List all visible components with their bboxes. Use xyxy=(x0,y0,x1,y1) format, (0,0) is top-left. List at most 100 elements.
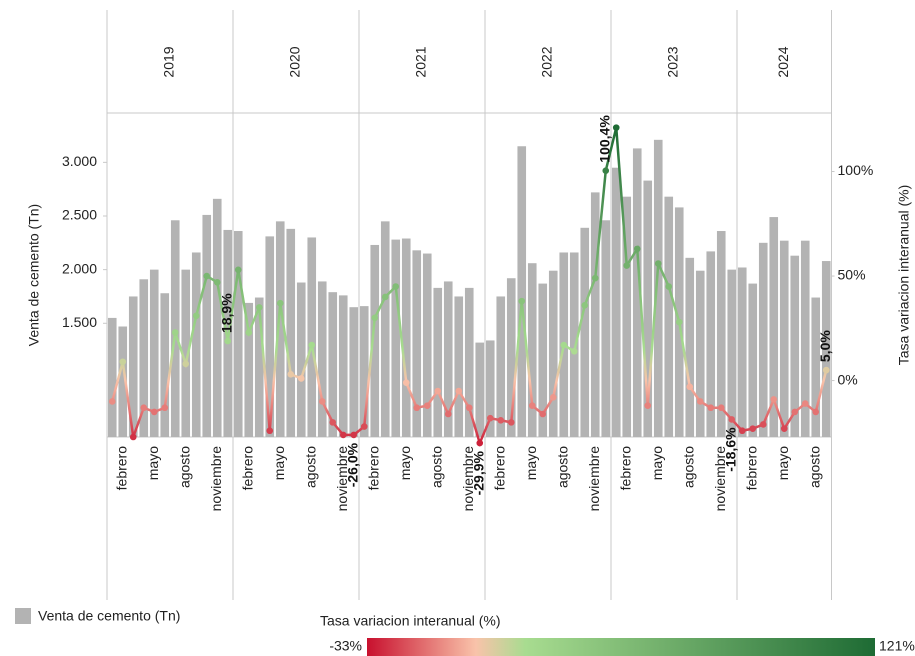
y-tick-label: 3.000 xyxy=(62,153,97,169)
color-scale-bar xyxy=(367,638,875,656)
rate-point xyxy=(633,245,641,253)
bar xyxy=(181,269,191,437)
year-label: 2024 xyxy=(775,46,791,77)
rate-point xyxy=(266,427,274,435)
bar xyxy=(517,146,527,437)
rate-point xyxy=(560,341,568,349)
bar xyxy=(580,227,590,437)
rate-point xyxy=(402,379,410,386)
bar xyxy=(685,257,695,437)
rate-point xyxy=(192,312,200,320)
y-tick-label: 1.500 xyxy=(62,314,97,330)
rate-point xyxy=(381,293,389,301)
bar xyxy=(412,250,422,437)
rate-point xyxy=(308,341,316,349)
bar xyxy=(370,244,380,437)
bar xyxy=(538,283,548,437)
bar xyxy=(737,267,747,437)
rate-point xyxy=(759,421,767,428)
year-label: 2019 xyxy=(161,46,177,77)
bar xyxy=(506,278,516,437)
bar xyxy=(212,198,222,437)
value-label: 5,0% xyxy=(817,330,833,362)
bar xyxy=(275,221,285,437)
rate-point xyxy=(675,318,683,326)
legend-label: Tasa variacion interanual (%) xyxy=(320,613,501,629)
x-tick-label: noviembre xyxy=(460,446,476,512)
bar xyxy=(716,231,726,437)
bar xyxy=(454,296,464,437)
bar xyxy=(338,295,348,437)
bar xyxy=(296,282,306,437)
x-tick-label: febrero xyxy=(365,446,381,491)
y2-tick-label: 0% xyxy=(838,371,858,387)
rate-point xyxy=(581,302,589,309)
rate-point xyxy=(150,408,158,416)
y2-tick-label: 50% xyxy=(838,267,866,283)
y-axis-title: Venta de cemento (Tn) xyxy=(26,204,42,346)
bar xyxy=(527,263,537,437)
x-tick-label: noviembre xyxy=(208,446,224,512)
bar xyxy=(601,220,611,437)
rate-point xyxy=(696,398,704,405)
bar xyxy=(191,252,201,437)
rate-point xyxy=(339,431,347,439)
rate-point xyxy=(644,402,652,409)
rate-point xyxy=(182,360,190,368)
x-tick-label: noviembre xyxy=(334,446,350,512)
bar xyxy=(128,296,138,437)
bar xyxy=(769,217,779,437)
rate-point xyxy=(602,167,610,174)
rate-point xyxy=(728,416,736,423)
bar xyxy=(170,220,180,437)
bar xyxy=(496,296,506,437)
bar xyxy=(475,342,485,437)
x-tick-label: agosto xyxy=(554,446,570,488)
rate-point xyxy=(654,260,662,267)
x-tick-label: febrero xyxy=(113,446,129,491)
rate-point xyxy=(350,431,358,439)
x-tick-label: mayo xyxy=(397,446,413,480)
bar xyxy=(317,281,327,437)
x-tick-label: febrero xyxy=(743,446,759,491)
rate-point xyxy=(749,425,757,432)
year-label: 2021 xyxy=(413,46,429,77)
y2-tick-label: 100% xyxy=(838,162,874,178)
bar xyxy=(307,237,317,437)
x-tick-label: noviembre xyxy=(712,446,728,512)
rate-point xyxy=(203,272,211,280)
bar xyxy=(632,148,642,437)
year-label: 2022 xyxy=(539,46,555,77)
rate-point xyxy=(413,404,421,412)
rate-point xyxy=(612,124,620,131)
bar xyxy=(748,283,758,437)
x-tick-label: mayo xyxy=(145,446,161,480)
bar xyxy=(643,180,653,437)
rate-point xyxy=(360,423,368,430)
y-tick-label: 2.000 xyxy=(62,260,97,276)
bar xyxy=(443,281,453,437)
rate-point xyxy=(108,398,116,405)
rate-point xyxy=(801,400,809,407)
bar xyxy=(653,139,663,437)
bar xyxy=(548,270,558,437)
x-tick-label: agosto xyxy=(428,446,444,488)
bar xyxy=(821,261,831,437)
rate-point xyxy=(171,329,179,336)
rate-point xyxy=(297,375,305,382)
rate-point xyxy=(539,410,547,418)
rate-point xyxy=(780,425,788,432)
x-tick-label: mayo xyxy=(649,446,665,480)
year-label: 2020 xyxy=(287,46,303,77)
x-tick-label: mayo xyxy=(775,446,791,480)
value-label: -26,0% xyxy=(344,442,360,487)
rate-point xyxy=(665,283,673,290)
rate-point xyxy=(129,433,137,441)
rate-point xyxy=(486,414,494,422)
rate-point xyxy=(591,274,599,282)
bar xyxy=(107,317,117,437)
rate-point xyxy=(318,398,326,405)
rate-point xyxy=(213,279,221,286)
bar xyxy=(401,238,411,437)
